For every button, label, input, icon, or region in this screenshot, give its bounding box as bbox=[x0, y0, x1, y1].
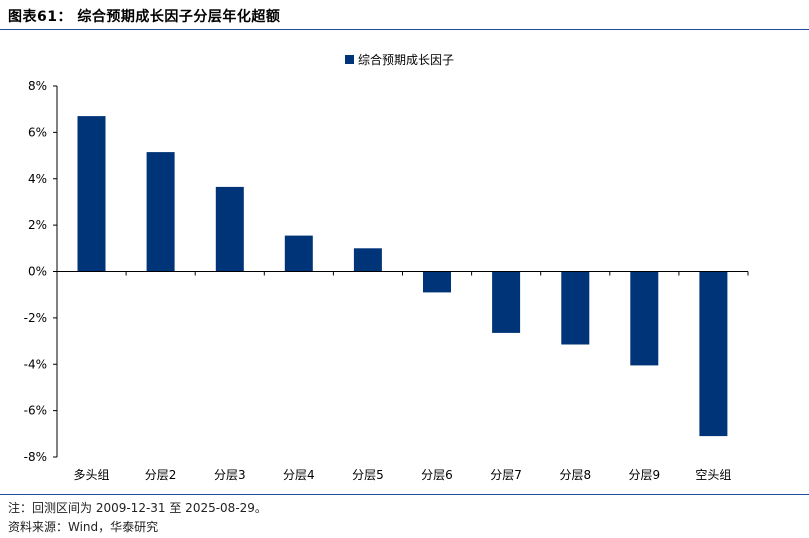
y-tick-label: -2% bbox=[24, 311, 47, 325]
y-tick-label: 0% bbox=[28, 265, 47, 279]
x-tick-label: 空头组 bbox=[695, 468, 731, 482]
bar-空头组 bbox=[699, 271, 728, 437]
legend-swatch bbox=[345, 55, 354, 64]
bar-chart: 综合预期成长因子 8% 6% 4% 2% 0% -2% -4% -6% -8% 多头组 分层2 分层… bbox=[24, 52, 749, 482]
bar-分层2 bbox=[146, 152, 175, 272]
y-tick-label: -8% bbox=[24, 450, 47, 464]
bar-分层9 bbox=[630, 271, 659, 366]
title-divider bbox=[0, 29, 809, 30]
y-tick-label: 4% bbox=[28, 172, 47, 186]
x-tick-label: 分层8 bbox=[559, 468, 591, 482]
y-tick-label: 6% bbox=[28, 125, 47, 139]
figure-title: 图表61： 综合预期成长因子分层年化超额 bbox=[8, 9, 281, 25]
x-tick-label: 分层7 bbox=[490, 468, 522, 482]
y-tick-label: 8% bbox=[28, 79, 47, 93]
bar-分层5 bbox=[353, 248, 382, 272]
x-tick-label: 分层3 bbox=[214, 468, 246, 482]
bar-分层8 bbox=[561, 271, 590, 345]
footer-divider bbox=[0, 494, 809, 495]
x-tick-label: 多头组 bbox=[73, 468, 109, 482]
x-tick-label: 分层2 bbox=[145, 468, 177, 482]
x-tick-label: 分层4 bbox=[283, 468, 315, 482]
bar-多头组 bbox=[77, 116, 106, 272]
x-tick-label: 分层5 bbox=[352, 468, 384, 482]
legend-label: 综合预期成长因子 bbox=[358, 52, 454, 67]
bar-series bbox=[77, 116, 728, 437]
y-axis: 8% 6% 4% 2% 0% -2% -4% -6% -8% bbox=[24, 79, 58, 464]
backtest-note: 注：回测区间为 2009-12-31 至 2025-08-29。 bbox=[8, 501, 267, 515]
bar-分层4 bbox=[284, 235, 313, 272]
x-tick-label: 分层9 bbox=[628, 468, 660, 482]
x-tick-labels: 多头组 分层2 分层3 分层4 分层5 分层6 分层7 分层8 分层9 空头组 bbox=[73, 468, 731, 482]
bar-分层7 bbox=[492, 271, 521, 333]
x-tick-label: 分层6 bbox=[421, 468, 453, 482]
y-tick-label: -4% bbox=[24, 357, 47, 371]
x-axis bbox=[56, 271, 749, 276]
bar-分层6 bbox=[423, 271, 451, 293]
y-tick-label: -6% bbox=[24, 404, 47, 418]
chart-legend: 综合预期成长因子 bbox=[345, 52, 454, 67]
y-tick-label: 2% bbox=[28, 218, 47, 232]
data-source: 资料来源：Wind，华泰研究 bbox=[8, 520, 159, 534]
bar-分层3 bbox=[215, 186, 244, 272]
